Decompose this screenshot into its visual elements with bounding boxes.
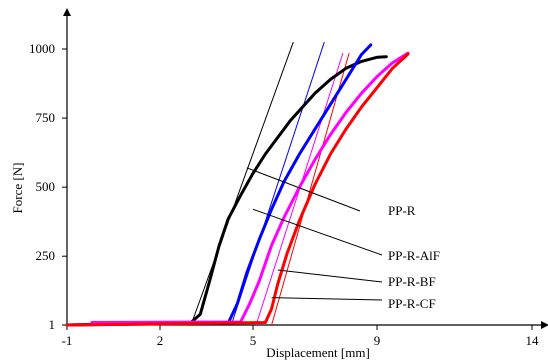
- callout-leader: [277, 269, 383, 283]
- series-label: PP-R-CF: [388, 296, 436, 311]
- x-tick-label: 14: [526, 333, 540, 348]
- series-label: PP-R-AlF: [388, 248, 440, 263]
- y-tick-label: 1000: [29, 41, 55, 56]
- x-tick-label: 5: [250, 333, 257, 348]
- x-tick-label: 2: [157, 333, 164, 348]
- y-tick-label: 750: [36, 110, 56, 125]
- series-callouts: PP-R PP-R-AlF PP-R-BF PP-R-CF: [246, 167, 440, 311]
- y-axis-label: Force [N]: [10, 163, 25, 214]
- x-tick-label: -1: [62, 333, 73, 348]
- callout-leader: [246, 167, 361, 212]
- y-tick-label: 1: [49, 317, 56, 332]
- series-line-pp-r-cf: [65, 52, 410, 327]
- tangent-line-pp-r: [190, 41, 294, 326]
- y-tick-label: 250: [36, 248, 56, 263]
- y-tick-label: 500: [36, 179, 56, 194]
- x-axis-ticks: -1 2 5 9 14: [62, 325, 539, 348]
- y-axis-ticks: 1 250 500 750 1000: [29, 41, 67, 332]
- callout-leader: [252, 208, 383, 256]
- series-line-pp-r-alf: [65, 43, 373, 327]
- callout-leader: [271, 297, 383, 301]
- series-line-pp-r-bf: [90, 51, 410, 324]
- series-line-pp-r: [65, 55, 388, 327]
- x-axis-label: Displacement [mm]: [266, 345, 370, 360]
- series-label: PP-R-BF: [388, 274, 436, 289]
- x-tick-label: 9: [374, 333, 381, 348]
- tangent-line-pp-r-cf: [271, 53, 350, 326]
- series-label: PP-R: [388, 203, 416, 218]
- data-series: [65, 43, 410, 327]
